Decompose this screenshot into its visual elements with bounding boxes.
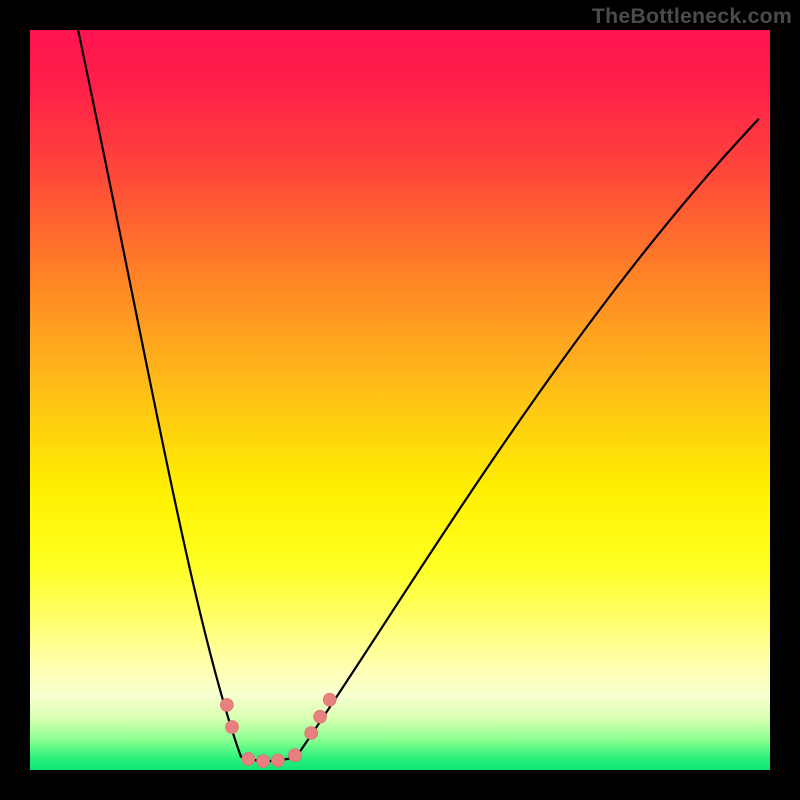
plot-area	[30, 30, 770, 770]
data-marker	[220, 698, 233, 711]
watermark-text: TheBottleneck.com	[592, 4, 792, 29]
data-marker	[314, 710, 327, 723]
data-marker	[226, 721, 239, 734]
data-marker	[257, 755, 270, 768]
data-marker	[271, 754, 284, 767]
data-marker	[288, 749, 301, 762]
data-marker	[323, 693, 336, 706]
chart-root: TheBottleneck.com	[0, 0, 800, 800]
marker-group	[220, 693, 336, 767]
data-marker	[305, 727, 318, 740]
bottleneck-curve	[78, 30, 759, 761]
data-marker	[242, 752, 255, 765]
curve-layer	[30, 30, 770, 770]
